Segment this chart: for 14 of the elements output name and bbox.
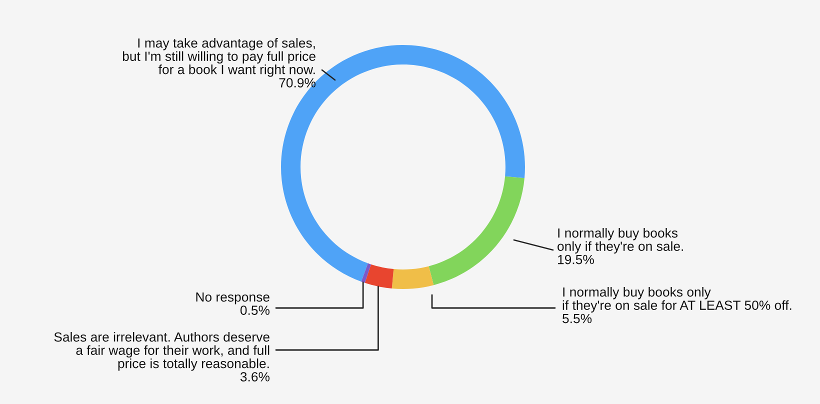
donut-slice bbox=[361, 263, 371, 283]
data-label: 5.5% bbox=[562, 314, 592, 324]
slice-label: I normally buy books only if they're on sale. bbox=[558, 228, 683, 254]
slice-label: No response bbox=[196, 292, 270, 304]
data-label: 0.5% bbox=[240, 306, 270, 315]
donut-slice bbox=[428, 176, 524, 286]
donut-slice bbox=[364, 264, 394, 288]
slice-label: Sales are irrelevant. Authors deserve a fair wage for their work, and full price is totally reasonable. bbox=[54, 332, 270, 371]
slice-label: I normally buy books only if they're on sale for AT LEAST 50% off. bbox=[562, 287, 792, 313]
donut-slice bbox=[392, 266, 434, 289]
data-label: 3.6% bbox=[240, 372, 270, 382]
data-label: 19.5% bbox=[558, 254, 594, 264]
data-label: 70.9% bbox=[279, 78, 316, 88]
slice-label: I may take advantage of sales, but I'm still willing to pay full price for a book I want right now. bbox=[122, 38, 316, 77]
